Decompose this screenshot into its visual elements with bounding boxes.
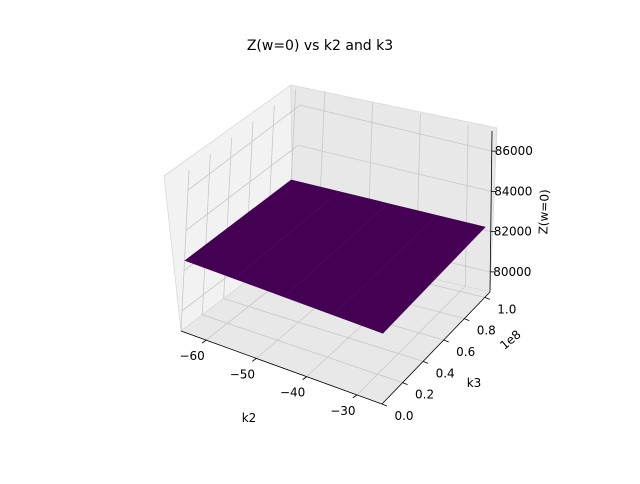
grid-line-x xyxy=(356,285,466,396)
y-tick-label: 0.0 xyxy=(394,409,413,423)
x-tick-mark xyxy=(201,339,207,344)
grid-line-y xyxy=(180,169,190,332)
grid-line-y xyxy=(223,298,424,362)
x-tick-label: −60 xyxy=(179,349,204,363)
z-axis-line xyxy=(489,130,493,293)
grid-line-y xyxy=(202,314,403,384)
y-tick-label: 0.2 xyxy=(415,388,434,402)
y-tick-mark xyxy=(484,296,491,300)
y-tick-label: 0.8 xyxy=(477,324,496,338)
y-tick-label: 0.4 xyxy=(436,366,455,380)
y-offset-label: 1e8 xyxy=(497,327,523,352)
x-tick-label: −40 xyxy=(280,386,305,400)
grid-line-z xyxy=(187,104,301,191)
y-tick-label: 0.6 xyxy=(456,345,475,359)
z-tick-label: 86000 xyxy=(495,144,533,158)
x-tick-mark xyxy=(302,376,307,380)
grid-line-y xyxy=(201,153,211,315)
surface-mesh-line xyxy=(333,214,438,316)
grid-line-z xyxy=(299,104,492,152)
y-tick-mark xyxy=(443,339,449,343)
y-tick-mark xyxy=(381,403,388,407)
grid-line-z xyxy=(185,145,299,231)
y-axis-label: k3 xyxy=(467,376,482,390)
axis-lines xyxy=(180,130,493,405)
x-tick-mark xyxy=(252,358,257,362)
y-tick-mark xyxy=(464,318,470,322)
x-axis-label: k2 xyxy=(242,411,257,425)
x-tick-label: −50 xyxy=(230,367,255,381)
grid-line-x xyxy=(464,125,469,287)
chart-title: Z(w=0) vs k2 and k3 xyxy=(247,38,393,54)
x-tick-mark xyxy=(352,394,358,399)
y-tick-mark xyxy=(422,360,429,364)
grid-line-z xyxy=(297,144,492,192)
surface-mesh-line xyxy=(283,203,389,298)
surface xyxy=(184,179,486,334)
z-axis-label: Z(w=0) xyxy=(536,189,552,235)
x-tick-label: −30 xyxy=(330,404,355,418)
y-axis-line xyxy=(381,291,491,405)
surface-mesh-line xyxy=(233,191,340,280)
y-tick-label: 1.0 xyxy=(497,302,516,316)
z-tick-label: 82000 xyxy=(494,225,532,239)
z-tick-label: 80000 xyxy=(493,265,531,279)
y-tick-mark xyxy=(402,382,408,386)
x-axis-line xyxy=(180,330,383,405)
tick-labels: −60 −50 −40 −30 0.00.20.40.60.81.0 80000 82000… xyxy=(179,144,532,423)
z-tick-label: 84000 xyxy=(494,184,532,198)
surface-patch xyxy=(184,179,486,334)
